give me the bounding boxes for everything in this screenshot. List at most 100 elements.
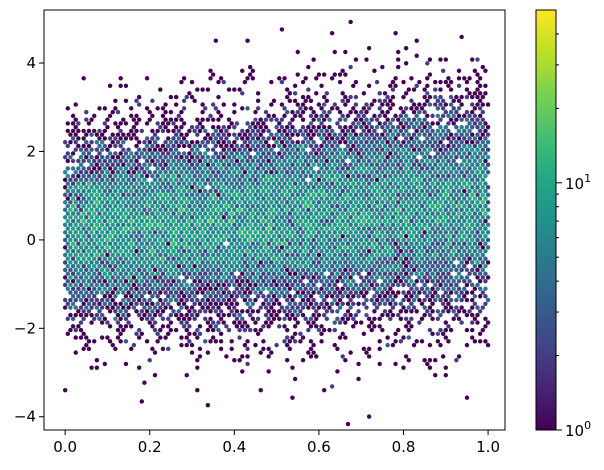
- hex-cell: [300, 192, 306, 197]
- hex-cell: [411, 237, 417, 243]
- hex-cell: [113, 248, 118, 254]
- hex-cell: [274, 124, 279, 130]
- hex-cell: [385, 230, 390, 235]
- hex-cell: [123, 158, 129, 164]
- hex-cell: [229, 188, 234, 194]
- hex-cell: [147, 320, 152, 325]
- hex-cell: [76, 218, 81, 224]
- hex-cell: [131, 192, 137, 197]
- hex-cell: [181, 106, 187, 111]
- hex-cell: [279, 237, 285, 243]
- hex-cell: [76, 188, 81, 194]
- hex-cell: [245, 106, 250, 111]
- hex-cell: [216, 207, 221, 213]
- hex-cell: [68, 230, 73, 235]
- hex-cell: [440, 294, 446, 299]
- hex-cell: [306, 327, 311, 333]
- hex-cell: [195, 200, 200, 205]
- hex-cell: [351, 151, 356, 156]
- hex-cell: [393, 226, 398, 231]
- hex-cell: [353, 252, 359, 258]
- hex-cell: [184, 139, 189, 145]
- hex-cell: [303, 316, 308, 322]
- hex-cell: [292, 151, 298, 156]
- hex-cell: [229, 294, 234, 299]
- hex-cell: [290, 282, 295, 288]
- hex-cell: [136, 139, 142, 145]
- hex-cell: [308, 196, 314, 201]
- hex-cell: [110, 252, 115, 258]
- hex-cell: [163, 335, 168, 340]
- hex-cell: [314, 188, 319, 194]
- hex-cell: [409, 256, 414, 261]
- hex-cell: [435, 203, 441, 209]
- hex-cell: [150, 279, 155, 284]
- hex-cell: [308, 264, 314, 269]
- hex-cell: [171, 173, 176, 179]
- x-tick-label: 0.6: [307, 438, 331, 456]
- hex-cell: [306, 200, 311, 205]
- hex-cell: [181, 136, 187, 141]
- hex-cell: [298, 294, 303, 299]
- hex-cell: [475, 94, 480, 100]
- hex-cell: [356, 181, 361, 186]
- hex-cell: [62, 245, 68, 250]
- hex-cell: [366, 256, 372, 261]
- hex-cell: [316, 305, 322, 310]
- hex-cell: [107, 83, 113, 89]
- hex-cell: [462, 151, 467, 156]
- hex-cell: [348, 124, 353, 130]
- hex-cell: [179, 139, 184, 145]
- hex-cell: [62, 222, 68, 228]
- hex-cell: [171, 279, 176, 284]
- hex-cell: [155, 301, 160, 306]
- hex-cell: [213, 211, 219, 216]
- hex-cell: [374, 79, 380, 85]
- hex-cell: [485, 102, 491, 107]
- hex-cell: [221, 237, 226, 243]
- hex-cell: [86, 211, 92, 216]
- hex-cell: [274, 290, 279, 295]
- hex-cell: [242, 177, 248, 182]
- hex-cell: [282, 324, 287, 329]
- hex-cell: [388, 143, 393, 149]
- hex-cell: [324, 91, 330, 96]
- hex-cell: [483, 203, 488, 209]
- hex-cell: [76, 181, 81, 186]
- hex-cell: [327, 260, 332, 265]
- hex-cell: [245, 248, 250, 254]
- hex-cell: [86, 166, 92, 171]
- hex-cell: [396, 237, 401, 243]
- hex-cell: [377, 233, 382, 239]
- hex-cell: [462, 309, 467, 314]
- hex-cell: [277, 196, 282, 201]
- hex-cell: [451, 106, 456, 111]
- hex-cell: [184, 207, 189, 213]
- hex-cell: [319, 286, 324, 291]
- hex-cell: [329, 248, 335, 254]
- hex-cell: [467, 128, 472, 134]
- hex-cell: [136, 162, 142, 167]
- hex-cell: [150, 226, 155, 231]
- hex-cell: [155, 203, 160, 209]
- hex-cell: [335, 166, 340, 171]
- hex-cell: [403, 211, 409, 216]
- hex-cell: [446, 136, 451, 141]
- hex-cell: [203, 188, 208, 194]
- hex-cell: [269, 275, 274, 280]
- hex-cell: [242, 342, 248, 348]
- hex-cell: [319, 211, 324, 216]
- hex-cell: [475, 170, 480, 175]
- hex-cell: [385, 192, 390, 197]
- hex-cell: [166, 166, 171, 171]
- hex-cell: [240, 226, 245, 231]
- hex-cell: [454, 267, 459, 273]
- hex-cell: [224, 143, 229, 149]
- hex-cell: [345, 128, 351, 134]
- hex-cell: [327, 207, 332, 213]
- hex-cell: [472, 113, 478, 119]
- hex-cell: [401, 117, 406, 122]
- hex-cell: [224, 279, 229, 284]
- hex-cell: [224, 218, 229, 224]
- hex-cell: [454, 275, 459, 280]
